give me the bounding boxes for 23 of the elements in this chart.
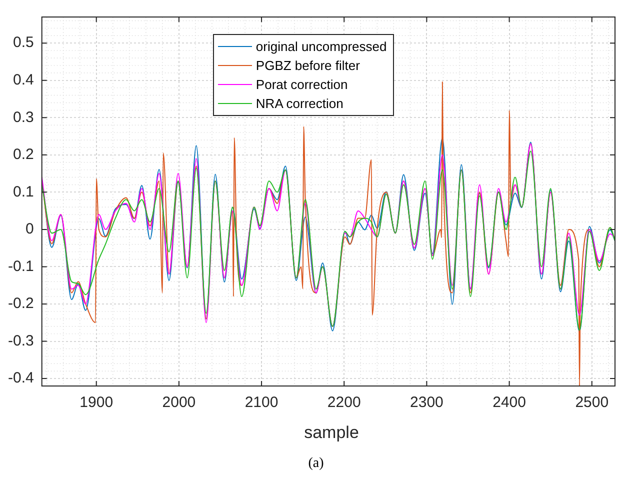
y-tick-label: 0.5 xyxy=(12,34,34,52)
x-tick-label: 2000 xyxy=(162,394,196,412)
x-tick-label: 2300 xyxy=(410,394,444,412)
y-tick-label: 0.2 xyxy=(12,146,34,164)
y-tick-label: -0.2 xyxy=(8,295,34,312)
legend-label: original uncompressed xyxy=(256,39,387,54)
legend-label: NRA correction xyxy=(256,96,344,111)
x-tick-label: 2200 xyxy=(327,394,361,412)
y-tick-label: 0.1 xyxy=(12,183,34,200)
x-tick-label: 2500 xyxy=(575,394,609,412)
y-tick-label: -0.1 xyxy=(8,258,34,275)
y-tick-label: 0 xyxy=(26,220,34,238)
legend-label: PGBZ before filter xyxy=(256,58,360,73)
x-axis-title: sample xyxy=(303,423,360,443)
y-tick-label: 0.4 xyxy=(12,72,34,89)
text: (a) xyxy=(307,456,325,472)
y-tick-label: -0.4 xyxy=(8,370,34,387)
y-tick-label: 0.3 xyxy=(12,108,34,126)
y-tick-label: -0.3 xyxy=(8,332,34,350)
legend-label: Porat correction xyxy=(256,77,348,92)
x-tick-label: 1900 xyxy=(80,394,114,412)
x-tick-label: 2400 xyxy=(492,394,526,412)
x-tick-label: 2100 xyxy=(244,394,278,412)
